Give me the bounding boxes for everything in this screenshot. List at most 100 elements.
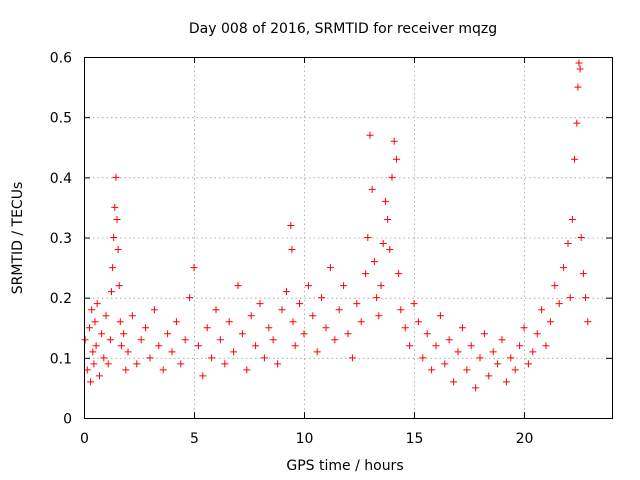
data-point — [87, 378, 95, 386]
data-point — [375, 312, 383, 320]
data-point — [225, 318, 233, 326]
data-point — [221, 360, 229, 368]
data-point — [432, 342, 440, 350]
data-point — [155, 342, 163, 350]
data-point — [414, 318, 422, 326]
data-point — [529, 348, 537, 356]
data-point — [124, 348, 132, 356]
data-point — [331, 336, 339, 344]
data-point — [502, 378, 510, 386]
data-point — [190, 264, 198, 272]
data-point — [86, 324, 93, 332]
data-point — [584, 318, 592, 326]
data-point — [164, 330, 172, 338]
data-point — [357, 318, 365, 326]
data-point — [516, 342, 524, 350]
data-point — [234, 282, 242, 290]
data-point — [392, 155, 400, 163]
data-point — [566, 294, 574, 302]
data-point — [110, 234, 118, 241]
data-point — [100, 354, 108, 362]
data-point — [472, 384, 480, 392]
data-point — [102, 312, 110, 320]
data-point — [384, 215, 392, 223]
x-axis-label: GPS time / hours — [286, 458, 403, 474]
data-point — [309, 312, 317, 320]
data-point — [379, 240, 387, 248]
data-point — [441, 360, 449, 368]
data-point — [177, 360, 185, 368]
data-point — [265, 324, 273, 332]
data-point — [252, 342, 260, 350]
data-point — [574, 83, 582, 91]
data-point — [381, 197, 389, 205]
data-point — [467, 342, 475, 350]
data-point — [142, 324, 150, 332]
data-point — [115, 282, 123, 290]
data-point — [450, 378, 458, 386]
data-point — [289, 318, 297, 326]
data-point — [344, 330, 352, 338]
y-tick-label: 0.2 — [50, 291, 72, 307]
data-point — [199, 372, 207, 380]
data-point — [108, 288, 115, 296]
data-point — [388, 173, 396, 181]
data-point — [445, 336, 453, 344]
data-point — [485, 372, 493, 380]
data-point — [111, 203, 119, 211]
data-point — [397, 306, 405, 314]
axis-ticks — [84, 57, 612, 419]
data-point — [186, 294, 194, 302]
data-point — [511, 366, 519, 374]
data-point — [122, 366, 130, 374]
y-tick-label: 0.4 — [50, 171, 72, 187]
data-point — [575, 59, 583, 67]
data-point — [401, 324, 409, 332]
data-point — [150, 306, 158, 314]
x-tick-label: 15 — [406, 431, 424, 447]
data-point — [208, 354, 216, 362]
data-point — [476, 354, 484, 362]
data-point — [436, 312, 444, 320]
data-point — [428, 366, 436, 374]
data-point — [386, 246, 394, 254]
data-point — [238, 330, 246, 338]
data-point — [571, 155, 579, 163]
data-point — [282, 288, 290, 296]
data-point — [109, 264, 117, 272]
x-tick-label: 5 — [190, 431, 199, 447]
data-point — [555, 300, 563, 308]
data-point — [458, 324, 466, 332]
data-point — [89, 348, 97, 356]
x-tick-label: 0 — [80, 431, 89, 447]
data-point — [454, 348, 462, 356]
data-point — [542, 342, 550, 350]
data-point — [322, 324, 330, 332]
data-point — [576, 65, 584, 73]
data-point — [291, 342, 299, 350]
data-point — [582, 294, 590, 302]
x-tick-label: 10 — [296, 431, 314, 447]
data-point — [520, 324, 528, 332]
data-point — [203, 324, 211, 332]
data-point — [368, 185, 376, 193]
data-point — [335, 306, 343, 314]
y-tick-label: 0.1 — [50, 351, 72, 367]
data-point — [366, 131, 374, 139]
data-point — [113, 215, 121, 223]
data-point — [92, 342, 100, 350]
data-point — [507, 354, 515, 362]
grid — [84, 57, 612, 418]
data-point — [104, 360, 112, 368]
data-point — [128, 312, 136, 320]
data-points — [81, 59, 592, 392]
y-tick-label: 0.6 — [50, 51, 72, 67]
data-point — [524, 360, 532, 368]
chart-title: Day 008 of 2016, SRMTID for receiver mqz… — [189, 21, 497, 37]
data-point — [573, 119, 581, 127]
data-point — [353, 300, 361, 308]
data-point — [117, 342, 125, 350]
data-point — [256, 300, 264, 308]
data-point — [247, 312, 255, 320]
y-axis-label: SRMTID / TECUs — [10, 182, 26, 295]
